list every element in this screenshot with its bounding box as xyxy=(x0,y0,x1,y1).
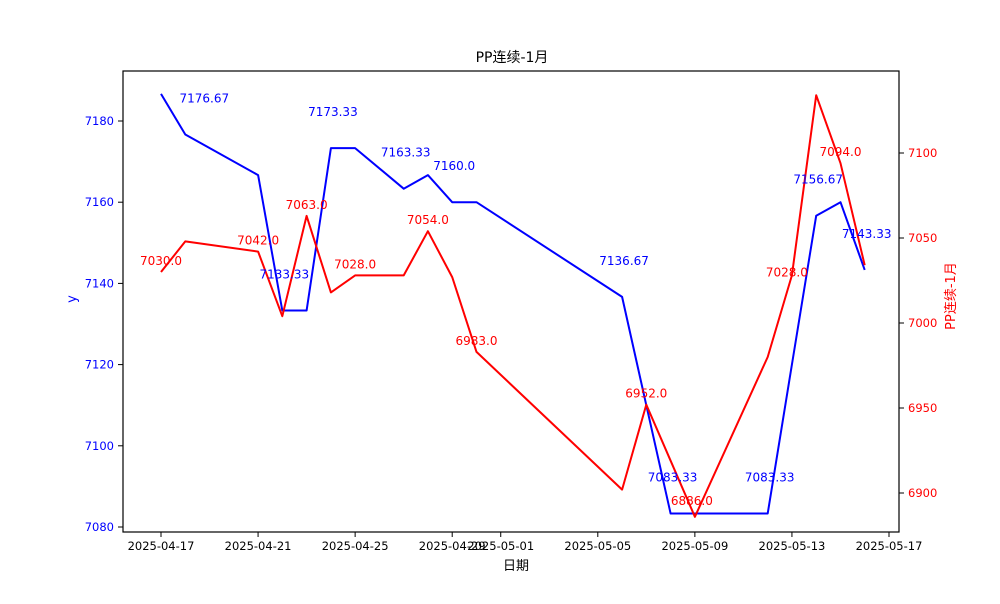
x-tick-label: 2025-05-05 xyxy=(564,539,631,553)
right-tick-label: 7000 xyxy=(908,316,937,330)
point-label: 7160.0 xyxy=(433,159,475,173)
point-label: 7143.33 xyxy=(842,227,892,241)
point-label: 6952.0 xyxy=(625,387,667,401)
point-label: 7028.0 xyxy=(766,265,808,279)
right-tick-label: 6900 xyxy=(908,486,937,500)
plot-frame xyxy=(122,70,900,533)
point-label: 7163.33 xyxy=(381,146,431,160)
point-label: 7133.33 xyxy=(259,268,309,282)
left-y-axis-title: y xyxy=(65,295,80,303)
point-label: 6983.0 xyxy=(456,334,498,348)
right-tick-label: 7100 xyxy=(908,146,937,160)
right-tick-label: 7050 xyxy=(908,231,937,245)
point-label: 7030.0 xyxy=(140,254,182,268)
point-label: 7136.67 xyxy=(599,254,649,268)
x-tick-label: 2025-05-17 xyxy=(856,539,923,553)
x-axis-title: 日期 xyxy=(503,559,529,574)
left-tick-label: 7140 xyxy=(85,276,114,290)
data-series xyxy=(160,93,866,518)
left-tick-label: 7100 xyxy=(85,439,114,453)
x-tick-label: 2025-04-17 xyxy=(128,539,195,553)
point-label: 7054.0 xyxy=(407,213,449,227)
right-y-axis: 6900 6950 7000 7050 7100 xyxy=(899,146,937,500)
series-line-y xyxy=(160,93,866,515)
point-label: 7042.0 xyxy=(237,234,279,248)
left-y-axis: 7080 7100 7120 7140 7160 7180 xyxy=(85,114,123,534)
x-tick-label: 2025-05-09 xyxy=(661,539,728,553)
x-tick-label: 2025-04-29 xyxy=(419,539,486,553)
point-label: 7083.33 xyxy=(745,471,795,485)
left-tick-label: 7080 xyxy=(85,520,114,534)
left-tick-label: 7160 xyxy=(85,195,114,209)
x-tick-label: 2025-05-01 xyxy=(467,539,534,553)
x-tick-label: 2025-05-13 xyxy=(759,539,826,553)
point-label: 7094.0 xyxy=(820,145,862,159)
left-tick-label: 7180 xyxy=(85,114,114,128)
x-tick-label: 2025-04-21 xyxy=(225,539,292,553)
right-y-axis-title: PP连续-1月 xyxy=(943,262,959,330)
right-tick-label: 6950 xyxy=(908,401,937,415)
chart-title: PP连续-1月 xyxy=(476,49,549,66)
point-label: 7063.0 xyxy=(286,198,328,212)
x-axis: 2025-04-17 2025-04-21 2025-04-25 2025-04-29… xyxy=(128,532,923,553)
point-label: 7173.33 xyxy=(308,105,358,119)
left-tick-label: 7120 xyxy=(85,358,114,372)
point-label: 6886.0 xyxy=(671,494,713,508)
x-tick-label: 2025-04-25 xyxy=(322,539,389,553)
point-label: 7083.33 xyxy=(648,471,698,485)
point-label: 7176.67 xyxy=(179,92,229,106)
series-line-pp xyxy=(160,94,866,518)
point-label: 7156.67 xyxy=(793,173,843,187)
point-label: 7028.0 xyxy=(334,257,376,271)
